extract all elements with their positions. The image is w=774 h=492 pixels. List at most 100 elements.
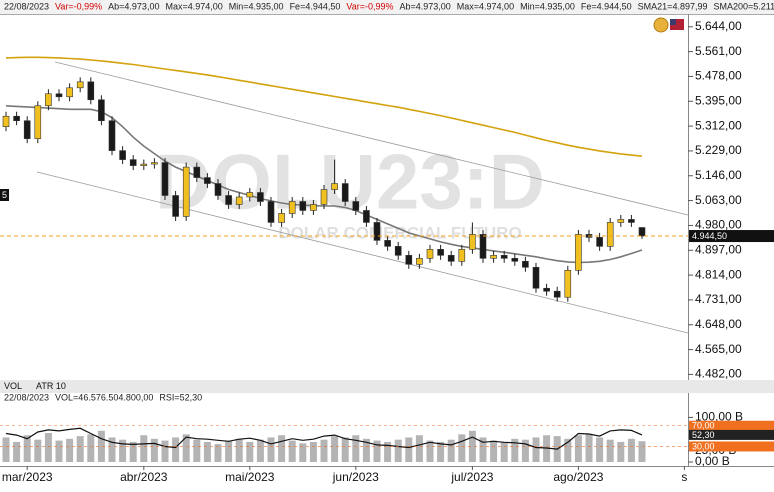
rsi-level-box (689, 441, 774, 452)
volume-bar (23, 435, 31, 462)
volume-bar (394, 439, 402, 462)
x-tick-label: mai/2023 (225, 470, 275, 484)
candle-body (543, 287, 550, 292)
candle-body (225, 195, 232, 205)
header-info: 22/08/2023 (4, 1, 49, 11)
indicator-tab[interactable]: ATR 10 (36, 381, 66, 391)
candle-body (151, 162, 158, 165)
volume-bar (13, 441, 21, 462)
channel-line (36, 171, 689, 334)
volume-bar (161, 440, 169, 462)
y-tick-label: 4.565,00 (695, 342, 742, 356)
volume-bar (97, 430, 105, 462)
candle-body (267, 201, 275, 223)
candle-body (172, 195, 179, 217)
volume-bar (415, 435, 423, 462)
candle-body (320, 189, 328, 205)
volume-bar (564, 438, 572, 462)
candle-body (288, 201, 296, 214)
volume-bar (362, 438, 370, 462)
volume-bar (203, 441, 211, 462)
volume-bar (267, 437, 275, 462)
volume-bar (34, 439, 42, 462)
candle-body (384, 240, 391, 247)
header-info: 22/08/2023 (4, 392, 49, 402)
candle-body (617, 219, 625, 223)
candle-body (490, 255, 497, 259)
y-tick-label: 4.482,00 (695, 367, 742, 381)
rsi-line (5, 427, 643, 450)
candle-body (363, 210, 370, 223)
header-bar (0, 0, 774, 14)
y-tick-label: 5.312,00 (695, 118, 742, 132)
candle-body (278, 213, 285, 223)
rsi-last-label: 52,30 (692, 430, 715, 440)
candle-body (161, 162, 169, 196)
volume-bar (331, 436, 339, 462)
y-tick-label: 100,00 B (695, 410, 743, 424)
y-tick-label: 5.478,00 (695, 69, 742, 83)
volume-bar (66, 438, 74, 462)
candle-body (341, 183, 349, 202)
header-info: Ab=4.973,00 (399, 1, 450, 11)
side-marker-box (0, 189, 9, 201)
x-tick-label: jun/2023 (332, 470, 379, 484)
x-tick-label: mar/2023 (2, 470, 53, 484)
header-info: Min=4.935,00 (229, 1, 284, 11)
volume-bar (2, 437, 10, 462)
flag-icon-canton (670, 19, 676, 25)
header-info: SMA21=4.897,99 (638, 1, 708, 11)
volume-bar (352, 435, 360, 462)
volume-bar (437, 441, 445, 462)
volume-bar (468, 430, 476, 462)
x-tick-label: s (681, 470, 687, 484)
candle-body (500, 255, 508, 259)
volume-bar (521, 439, 529, 462)
last-price-label: 4.944,50 (692, 231, 727, 241)
candle-body (352, 201, 360, 211)
volume-bar (500, 441, 508, 462)
y-tick-label: 4.980,00 (695, 218, 742, 232)
y-tick-label: 5.561,00 (695, 44, 742, 58)
volume-bar (309, 441, 317, 462)
candle-body (45, 93, 52, 107)
y-tick-label: 4.648,00 (695, 317, 742, 331)
volume-bar (532, 437, 540, 462)
candle-body (628, 219, 635, 223)
volume-bar (44, 433, 52, 462)
watermark-subtitle: DOLAR COMERCIAL FUTURO (278, 223, 521, 242)
volume-bar (606, 439, 614, 462)
channel-line (54, 61, 689, 216)
volume-bar (373, 440, 381, 462)
volume-bar (479, 437, 487, 462)
volume-bar (458, 434, 466, 462)
y-tick-label: 5.644,00 (695, 19, 742, 33)
candle-body (522, 261, 529, 268)
candle-body (416, 258, 423, 265)
volume-bar (140, 435, 148, 462)
header-info: Fe=4.944,50 (290, 1, 341, 11)
y-tick-label: 5.395,00 (695, 93, 742, 107)
candle-body (606, 222, 614, 247)
volume-bar (320, 439, 328, 462)
moving-average (5, 56, 643, 157)
y-tick-label: 0,00 B (695, 454, 730, 468)
candle-body (129, 159, 137, 166)
volume-bar (214, 444, 222, 462)
y-tick-label: 5.063,00 (695, 193, 742, 207)
volume-bar (119, 439, 127, 462)
volume-bar (574, 435, 582, 462)
candle-body (373, 222, 381, 241)
candle-body (13, 115, 20, 122)
candle-body (76, 81, 84, 89)
rsi-last-box (689, 429, 774, 440)
candle-body (331, 183, 338, 190)
indicator-tab[interactable]: VOL (4, 381, 22, 391)
volume-bar (543, 435, 551, 462)
volume-bar (511, 438, 519, 462)
candle-body (257, 192, 264, 202)
volume-bar (108, 437, 116, 462)
candle-body (55, 93, 63, 98)
candle-body (214, 183, 222, 196)
